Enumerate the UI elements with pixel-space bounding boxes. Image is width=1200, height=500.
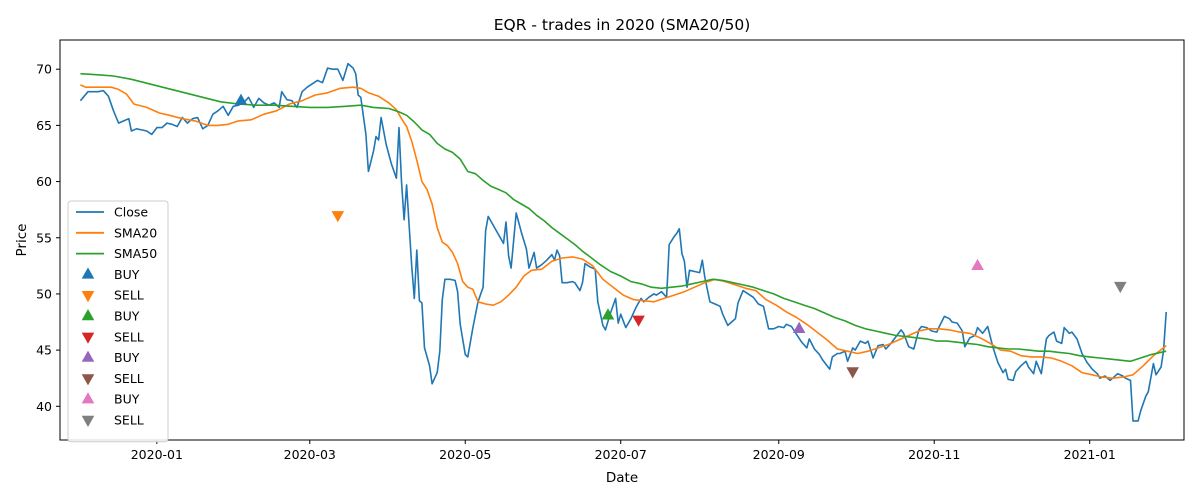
y-tick-label: 45 (36, 343, 52, 358)
legend-swatch-marker (81, 291, 95, 303)
legend-label: SELL (114, 413, 144, 428)
legend-label: SMA20 (114, 225, 157, 240)
legend-swatch-marker (81, 374, 95, 386)
x-tick-label: 2020-09 (753, 447, 805, 462)
chart-title: EQR - trades in 2020 (SMA20/50) (494, 16, 751, 34)
y-axis: 40 45 50 55 60 65 70 (36, 62, 60, 414)
x-axis: 2020-01 2020-03 2020-05 2020-07 2020-09 2020-… (131, 440, 1116, 462)
legend-swatch-marker (81, 332, 95, 344)
y-tick-label: 70 (36, 62, 52, 77)
sell-marker-6 (846, 367, 859, 379)
y-axis-title: Price (14, 224, 30, 257)
buy-marker-5 (792, 321, 806, 333)
y-tick-label: 40 (36, 399, 52, 414)
buy-marker-3 (601, 308, 615, 320)
x-tick-label: 2021-01 (1064, 447, 1116, 462)
sell-marker-8 (1113, 281, 1127, 294)
y-tick-label: 50 (36, 286, 52, 301)
series-line-sma50 (80, 72, 1167, 363)
plot-area (79, 62, 1167, 422)
legend-box (67, 200, 169, 443)
y-tick-label: 65 (36, 118, 52, 133)
y-tick-label: 55 (36, 230, 52, 245)
x-axis-title: Date (606, 470, 638, 486)
legend-swatch-marker (81, 392, 95, 404)
x-tick-label: 2020-07 (595, 447, 647, 462)
legend-label: SELL (114, 288, 144, 303)
legend-label: SELL (114, 329, 144, 344)
buy-marker-7 (971, 258, 984, 271)
legend-swatch-marker (81, 267, 95, 279)
legend-label: BUY (114, 267, 140, 282)
series-line-close (79, 62, 1167, 422)
legend-label: SELL (114, 371, 144, 386)
buy-marker-1 (234, 93, 248, 105)
legend: Close SMA20 SMA50 BUY SELL BUY SELL BUY SELL BUY S… (67, 200, 169, 443)
x-tick-label: 2020-03 (284, 447, 336, 462)
legend-label: BUY (114, 392, 140, 407)
x-tick-label: 2020-01 (131, 447, 183, 462)
legend-swatch-marker (81, 350, 95, 362)
plot-frame (59, 39, 1185, 441)
legend-label: SMA50 (114, 246, 157, 261)
legend-swatch-marker (81, 309, 95, 321)
legend-label: Close (114, 205, 148, 220)
legend-label: BUY (114, 309, 140, 324)
legend-swatch-marker (81, 415, 95, 427)
legend-label: BUY (114, 350, 140, 365)
series-line-sma20 (80, 84, 1167, 379)
sell-marker-2 (331, 211, 345, 223)
y-tick-label: 60 (36, 174, 52, 189)
sell-marker-4 (632, 315, 645, 327)
x-tick-label: 2020-11 (908, 447, 960, 462)
x-tick-label: 2020-05 (439, 447, 491, 462)
